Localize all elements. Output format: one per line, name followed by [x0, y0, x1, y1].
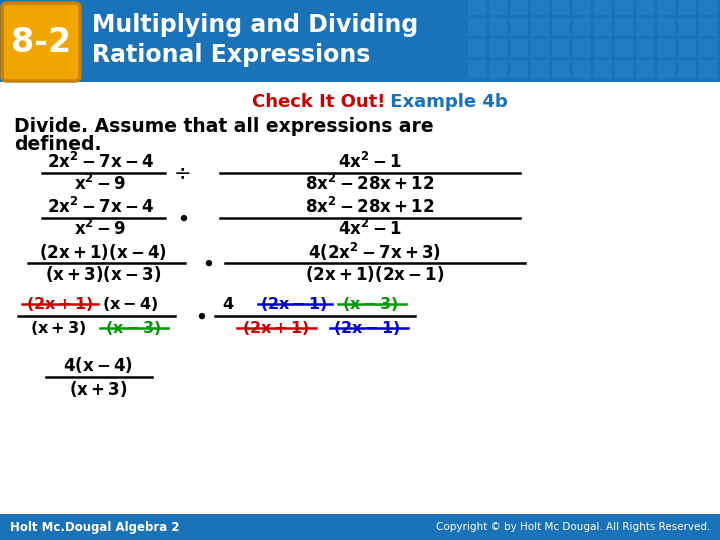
Text: Check It Out!: Check It Out! — [252, 93, 385, 111]
Bar — [552, 18, 570, 36]
Bar — [573, 60, 591, 78]
Bar — [699, 39, 717, 57]
Bar — [468, 18, 486, 36]
Text: $\bf{(x + 3)}$: $\bf{(x + 3)}$ — [30, 319, 86, 337]
Text: $\bf{(x-3)}$: $\bf{(x-3)}$ — [342, 295, 398, 313]
Bar — [636, 18, 654, 36]
Text: $\bf{(2x+1)}$: $\bf{(2x+1)}$ — [27, 295, 94, 313]
Bar — [552, 39, 570, 57]
Bar — [636, 39, 654, 57]
Text: Example 4b: Example 4b — [384, 93, 508, 111]
Bar — [615, 0, 633, 15]
Text: $\bf{(x - 4)}$: $\bf{(x - 4)}$ — [102, 295, 158, 313]
Text: $\bf{2x^2 - 7x - 4}$: $\bf{2x^2 - 7x - 4}$ — [47, 197, 153, 217]
Text: $\bullet$: $\bullet$ — [194, 306, 206, 326]
Bar — [510, 39, 528, 57]
Bar — [594, 0, 612, 15]
Text: $\bullet$: $\bullet$ — [201, 253, 213, 273]
Bar — [531, 0, 549, 15]
Text: $\bf{8x^2 - 28x + 12}$: $\bf{8x^2 - 28x + 12}$ — [305, 174, 435, 194]
Bar — [573, 0, 591, 15]
Text: 8-2: 8-2 — [11, 25, 71, 58]
Text: $\bf{(2x+1)}$: $\bf{(2x+1)}$ — [243, 319, 310, 337]
Text: $\div$: $\div$ — [174, 163, 191, 183]
Bar — [573, 18, 591, 36]
Bar — [594, 39, 612, 57]
Text: $\bf{(x + 3)(x - 3)}$: $\bf{(x + 3)(x - 3)}$ — [45, 264, 161, 284]
Bar — [615, 60, 633, 78]
Bar — [636, 60, 654, 78]
Bar — [678, 39, 696, 57]
Text: Rational Expressions: Rational Expressions — [92, 43, 370, 67]
Bar — [531, 18, 549, 36]
Bar — [657, 60, 675, 78]
Bar — [510, 18, 528, 36]
Bar — [573, 39, 591, 57]
Bar — [510, 60, 528, 78]
Bar — [489, 39, 507, 57]
Bar — [489, 18, 507, 36]
Bar — [531, 39, 549, 57]
Bar — [489, 0, 507, 15]
Bar — [615, 39, 633, 57]
Bar — [699, 0, 717, 15]
Bar — [552, 60, 570, 78]
Bar — [552, 0, 570, 15]
Text: Copyright © by Holt Mc Dougal. All Rights Reserved.: Copyright © by Holt Mc Dougal. All Right… — [436, 522, 710, 532]
Bar — [510, 0, 528, 15]
Bar — [678, 60, 696, 78]
Text: $\bf{8x^2 - 28x + 12}$: $\bf{8x^2 - 28x + 12}$ — [305, 197, 435, 217]
Text: Multiplying and Dividing: Multiplying and Dividing — [92, 13, 418, 37]
Text: $\bf{x^2 - 9}$: $\bf{x^2 - 9}$ — [73, 219, 126, 239]
Text: defined.: defined. — [14, 134, 102, 153]
Bar — [468, 0, 486, 15]
Text: $\bf{4x^2 - 1}$: $\bf{4x^2 - 1}$ — [338, 152, 402, 172]
Text: $\bf{2x^2 - 7x - 4}$: $\bf{2x^2 - 7x - 4}$ — [47, 152, 153, 172]
Bar — [657, 18, 675, 36]
Bar — [0, 514, 720, 540]
Text: $\bf{(x-3)}$: $\bf{(x-3)}$ — [105, 319, 161, 337]
Bar — [678, 18, 696, 36]
Text: Holt Mc.Dougal Algebra 2: Holt Mc.Dougal Algebra 2 — [10, 521, 179, 534]
Text: $\bf{4x^2 - 1}$: $\bf{4x^2 - 1}$ — [338, 219, 402, 239]
Text: $\bf{x^2 - 9}$: $\bf{x^2 - 9}$ — [73, 174, 126, 194]
Text: Divide. Assume that all expressions are: Divide. Assume that all expressions are — [14, 118, 433, 137]
Bar — [699, 18, 717, 36]
Bar — [636, 0, 654, 15]
Text: $\bf{4(2x^2 - 7x + 3)}$: $\bf{4(2x^2 - 7x + 3)}$ — [308, 241, 441, 263]
Text: $\bf{(2x + 1)(2x - 1)}$: $\bf{(2x + 1)(2x - 1)}$ — [305, 264, 445, 284]
Text: $\bf{4(x - 4)}$: $\bf{4(x - 4)}$ — [63, 355, 133, 375]
Text: $\bf{(2x + 1)(x - 4)}$: $\bf{(2x + 1)(x - 4)}$ — [39, 242, 167, 262]
Bar — [489, 60, 507, 78]
Bar — [699, 60, 717, 78]
Bar — [657, 39, 675, 57]
Text: $\bf{(2x-1)}$: $\bf{(2x-1)}$ — [333, 319, 401, 337]
Bar — [468, 39, 486, 57]
Bar — [615, 18, 633, 36]
Bar — [678, 0, 696, 15]
Bar — [468, 60, 486, 78]
Bar — [657, 0, 675, 15]
Text: $\bf{4}$: $\bf{4}$ — [222, 296, 234, 312]
Text: $\bf{(x + 3)}$: $\bf{(x + 3)}$ — [69, 379, 127, 399]
Text: $\bf{(2x-1)}$: $\bf{(2x-1)}$ — [261, 295, 328, 313]
Bar — [594, 18, 612, 36]
Bar — [531, 60, 549, 78]
FancyBboxPatch shape — [2, 3, 80, 81]
Text: $\bullet$: $\bullet$ — [176, 208, 188, 228]
Bar — [0, 0, 720, 82]
Bar — [594, 60, 612, 78]
